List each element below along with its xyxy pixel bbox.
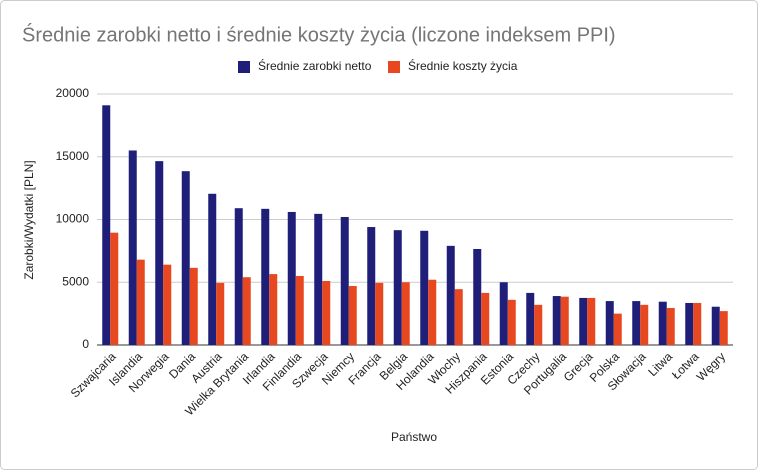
x-axis-title: Państwo xyxy=(391,430,437,444)
bar xyxy=(181,171,190,345)
y-tick-label: 20000 xyxy=(56,86,90,100)
bar xyxy=(640,304,649,345)
bar xyxy=(375,282,384,345)
bar xyxy=(348,286,357,345)
bar xyxy=(499,282,508,345)
bar xyxy=(136,259,145,345)
bar xyxy=(560,296,569,345)
bar xyxy=(322,280,331,345)
bar xyxy=(526,292,535,345)
bar xyxy=(242,277,251,345)
bar xyxy=(393,230,402,345)
bar xyxy=(613,313,622,345)
bar xyxy=(367,227,376,345)
bar xyxy=(605,301,614,345)
legend-swatch xyxy=(388,61,400,73)
bar xyxy=(234,208,243,345)
y-tick-label: 0 xyxy=(82,337,89,351)
bar xyxy=(685,302,694,345)
bar xyxy=(632,301,641,345)
bar xyxy=(711,306,720,345)
bar xyxy=(719,311,728,345)
bar xyxy=(507,299,516,345)
bar xyxy=(428,279,437,345)
bar xyxy=(420,230,429,345)
bar xyxy=(401,282,410,345)
y-axis-title: Zarobki/Wydatki [PLN] xyxy=(22,160,36,279)
bar xyxy=(587,297,596,345)
y-tick-label: 10000 xyxy=(56,212,90,226)
bar xyxy=(693,302,702,345)
bar xyxy=(340,216,349,345)
bar xyxy=(189,267,198,345)
legend: Średnie zarobki netto Średnie koszty życi… xyxy=(238,58,518,73)
bar xyxy=(163,264,172,345)
bar xyxy=(287,211,296,345)
bar xyxy=(128,150,137,345)
bar xyxy=(261,208,270,345)
bar xyxy=(216,282,225,345)
bar xyxy=(454,289,463,345)
bar xyxy=(102,105,111,345)
y-tick-label: 5000 xyxy=(62,274,89,288)
bar xyxy=(295,275,304,345)
bar xyxy=(579,297,588,345)
bar xyxy=(534,304,543,345)
bar xyxy=(658,301,667,345)
chart-title: Średnie zarobki netto i średnie koszty ż… xyxy=(22,22,616,46)
bar xyxy=(446,245,455,345)
bar xyxy=(110,232,119,345)
bar xyxy=(314,213,323,345)
bar xyxy=(269,274,278,345)
bar xyxy=(155,161,164,345)
legend-label: Średnie koszty życia xyxy=(408,58,518,73)
bar xyxy=(473,248,482,345)
bar xyxy=(666,307,675,345)
bar xyxy=(208,193,217,345)
y-tick-label: 15000 xyxy=(56,149,90,163)
bar xyxy=(552,296,561,345)
legend-label: Średnie zarobki netto xyxy=(258,58,372,73)
bar xyxy=(481,292,490,345)
legend-swatch xyxy=(238,61,250,73)
